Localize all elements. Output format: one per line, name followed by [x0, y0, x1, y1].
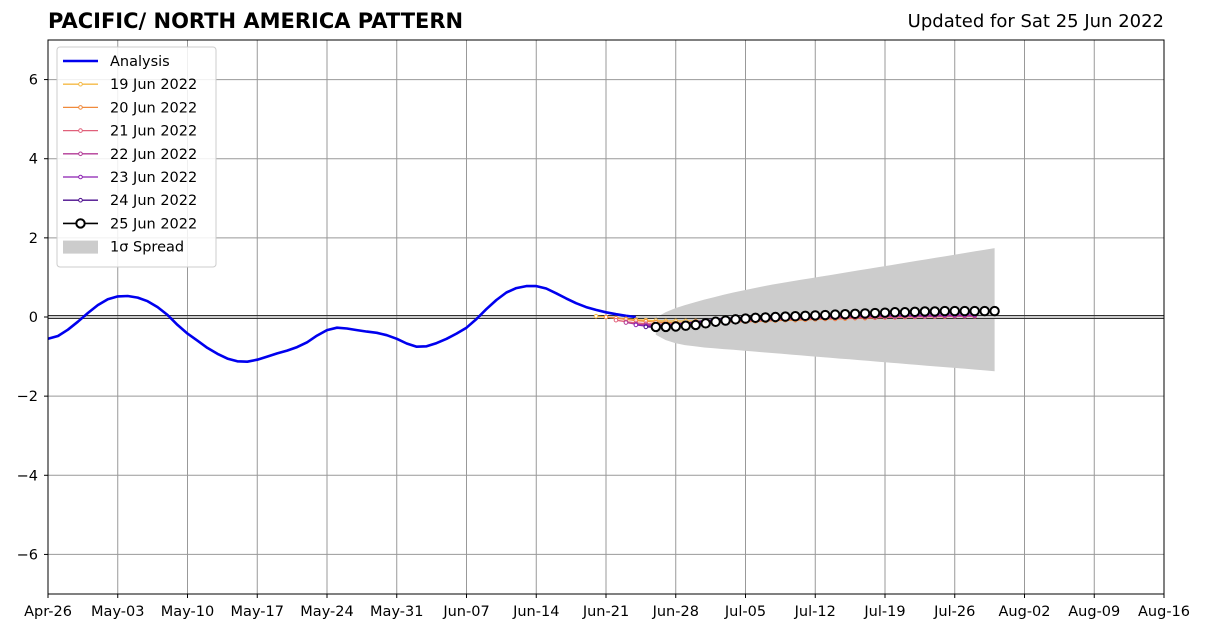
x-tick-label: May-10 [161, 604, 214, 620]
legend-forecast-marker [78, 151, 83, 157]
forecast-point-latest [680, 320, 691, 331]
legend-forecast-marker [78, 128, 83, 133]
forecast-point [603, 314, 609, 320]
legend-label: 1σ Spread [110, 240, 184, 256]
x-tick-label: May-31 [370, 604, 423, 620]
analysis-line [47, 284, 637, 364]
legend-label: Analysis [110, 54, 170, 70]
x-tick-label: Jun-28 [652, 604, 699, 620]
legend-label: 24 Jun 2022 [110, 193, 197, 209]
forecast-point-latest [949, 305, 960, 317]
forecast-point-latest [660, 321, 671, 333]
forecast-point-latest [839, 309, 851, 320]
forecast-point-latest [700, 318, 711, 329]
forecast-point [633, 322, 639, 328]
series-lines [47, 284, 1000, 364]
forecast-point-latest [879, 307, 891, 318]
legend-forecast-marker [78, 81, 83, 87]
x-tick-label: Jun-07 [442, 604, 489, 620]
x-tick-label: May-24 [300, 604, 353, 620]
legend-label: 20 Jun 2022 [110, 100, 197, 116]
forecast-point-latest [859, 308, 871, 319]
y-tick-label: 6 [29, 73, 38, 89]
forecast-point-latest [969, 305, 980, 317]
forecast-point-latest [939, 305, 950, 317]
forecast-point-latest [760, 312, 771, 323]
legend-label: 19 Jun 2022 [110, 77, 197, 93]
x-tick-label: Jul-12 [794, 604, 836, 620]
x-tick-label: Apr-26 [24, 604, 72, 620]
y-tick-label: 4 [29, 152, 38, 168]
forecast-point-latest [720, 315, 731, 326]
forecast-point-latest [810, 310, 821, 321]
spread-band [655, 248, 995, 372]
y-tick-label: −4 [17, 468, 38, 484]
legend-spread-swatch [63, 240, 98, 254]
forecast-point-latest [730, 314, 741, 325]
x-tick-label: Jun-21 [582, 604, 629, 620]
forecast-point [643, 324, 649, 330]
forecast-point-latest [740, 313, 751, 324]
chart-subtitle: Updated for Sat 25 Jun 2022 [907, 11, 1164, 32]
forecast-point-latest [690, 319, 701, 331]
chart-title: PACIFIC/ NORTH AMERICA PATTERN [48, 9, 464, 33]
legend-forecast-marker [78, 174, 83, 180]
forecast-point [593, 313, 599, 319]
y-tick-label: 0 [29, 310, 38, 326]
x-tick-label: May-03 [91, 604, 144, 620]
forecast-point-latest [750, 312, 761, 323]
forecast-point-latest [959, 305, 970, 317]
y-tick-label: 2 [29, 231, 38, 247]
forecast-point-latest [829, 309, 841, 320]
forecast-point-latest [780, 311, 791, 322]
x-tick-label: Jul-26 [933, 604, 975, 620]
forecast-point-latest [929, 306, 941, 317]
legend-forecast-marker [78, 105, 83, 110]
x-tick-label: Jul-19 [863, 604, 905, 620]
forecast-point-latest [849, 308, 861, 320]
forecast-point-latest [869, 307, 881, 319]
legend-latest-marker [75, 218, 86, 229]
forecast-point-latest [889, 307, 901, 318]
legend-forecast-marker [78, 197, 83, 203]
legend-label: 21 Jun 2022 [110, 124, 197, 140]
forecast-point-latest [989, 305, 1000, 317]
spread-band-area [655, 248, 995, 372]
forecast-point-latest [919, 306, 931, 317]
y-tick-label: −6 [17, 547, 38, 563]
forecast-point-latest [770, 311, 781, 323]
legend-label: 25 Jun 2022 [110, 216, 197, 232]
forecast-point-latest [899, 307, 911, 318]
x-tick-label: Aug-02 [999, 604, 1051, 620]
forecast-point-latest [650, 321, 662, 333]
axis-ticks: Apr-26 May-03 May-10 May-17 May-24 May-31 Jun-… [17, 73, 1190, 620]
legend-box [56, 46, 217, 268]
forecast-point [613, 317, 619, 323]
forecast-point-latest [820, 309, 831, 321]
forecast-point-latest [670, 321, 681, 332]
x-tick-label: Jul-05 [724, 604, 766, 620]
forecast-point-latest [800, 310, 811, 322]
forecast-point-latest [909, 306, 921, 318]
x-tick-label: Aug-09 [1068, 604, 1120, 620]
forecast-point-latest [979, 305, 990, 317]
forecast-point-latest [790, 311, 801, 322]
legend: Analysis 19 Jun 2022 20 Jun 2022 21 Jun 202… [56, 46, 217, 268]
forecast-point [623, 320, 629, 325]
y-tick-label: −2 [17, 389, 38, 405]
x-tick-label: Aug-16 [1138, 604, 1190, 620]
x-tick-label: May-17 [231, 604, 284, 620]
legend-label: 22 Jun 2022 [110, 147, 197, 163]
forecast-point-latest [710, 316, 721, 327]
legend-label: 23 Jun 2022 [110, 170, 197, 186]
x-tick-label: Jun-14 [512, 604, 559, 620]
